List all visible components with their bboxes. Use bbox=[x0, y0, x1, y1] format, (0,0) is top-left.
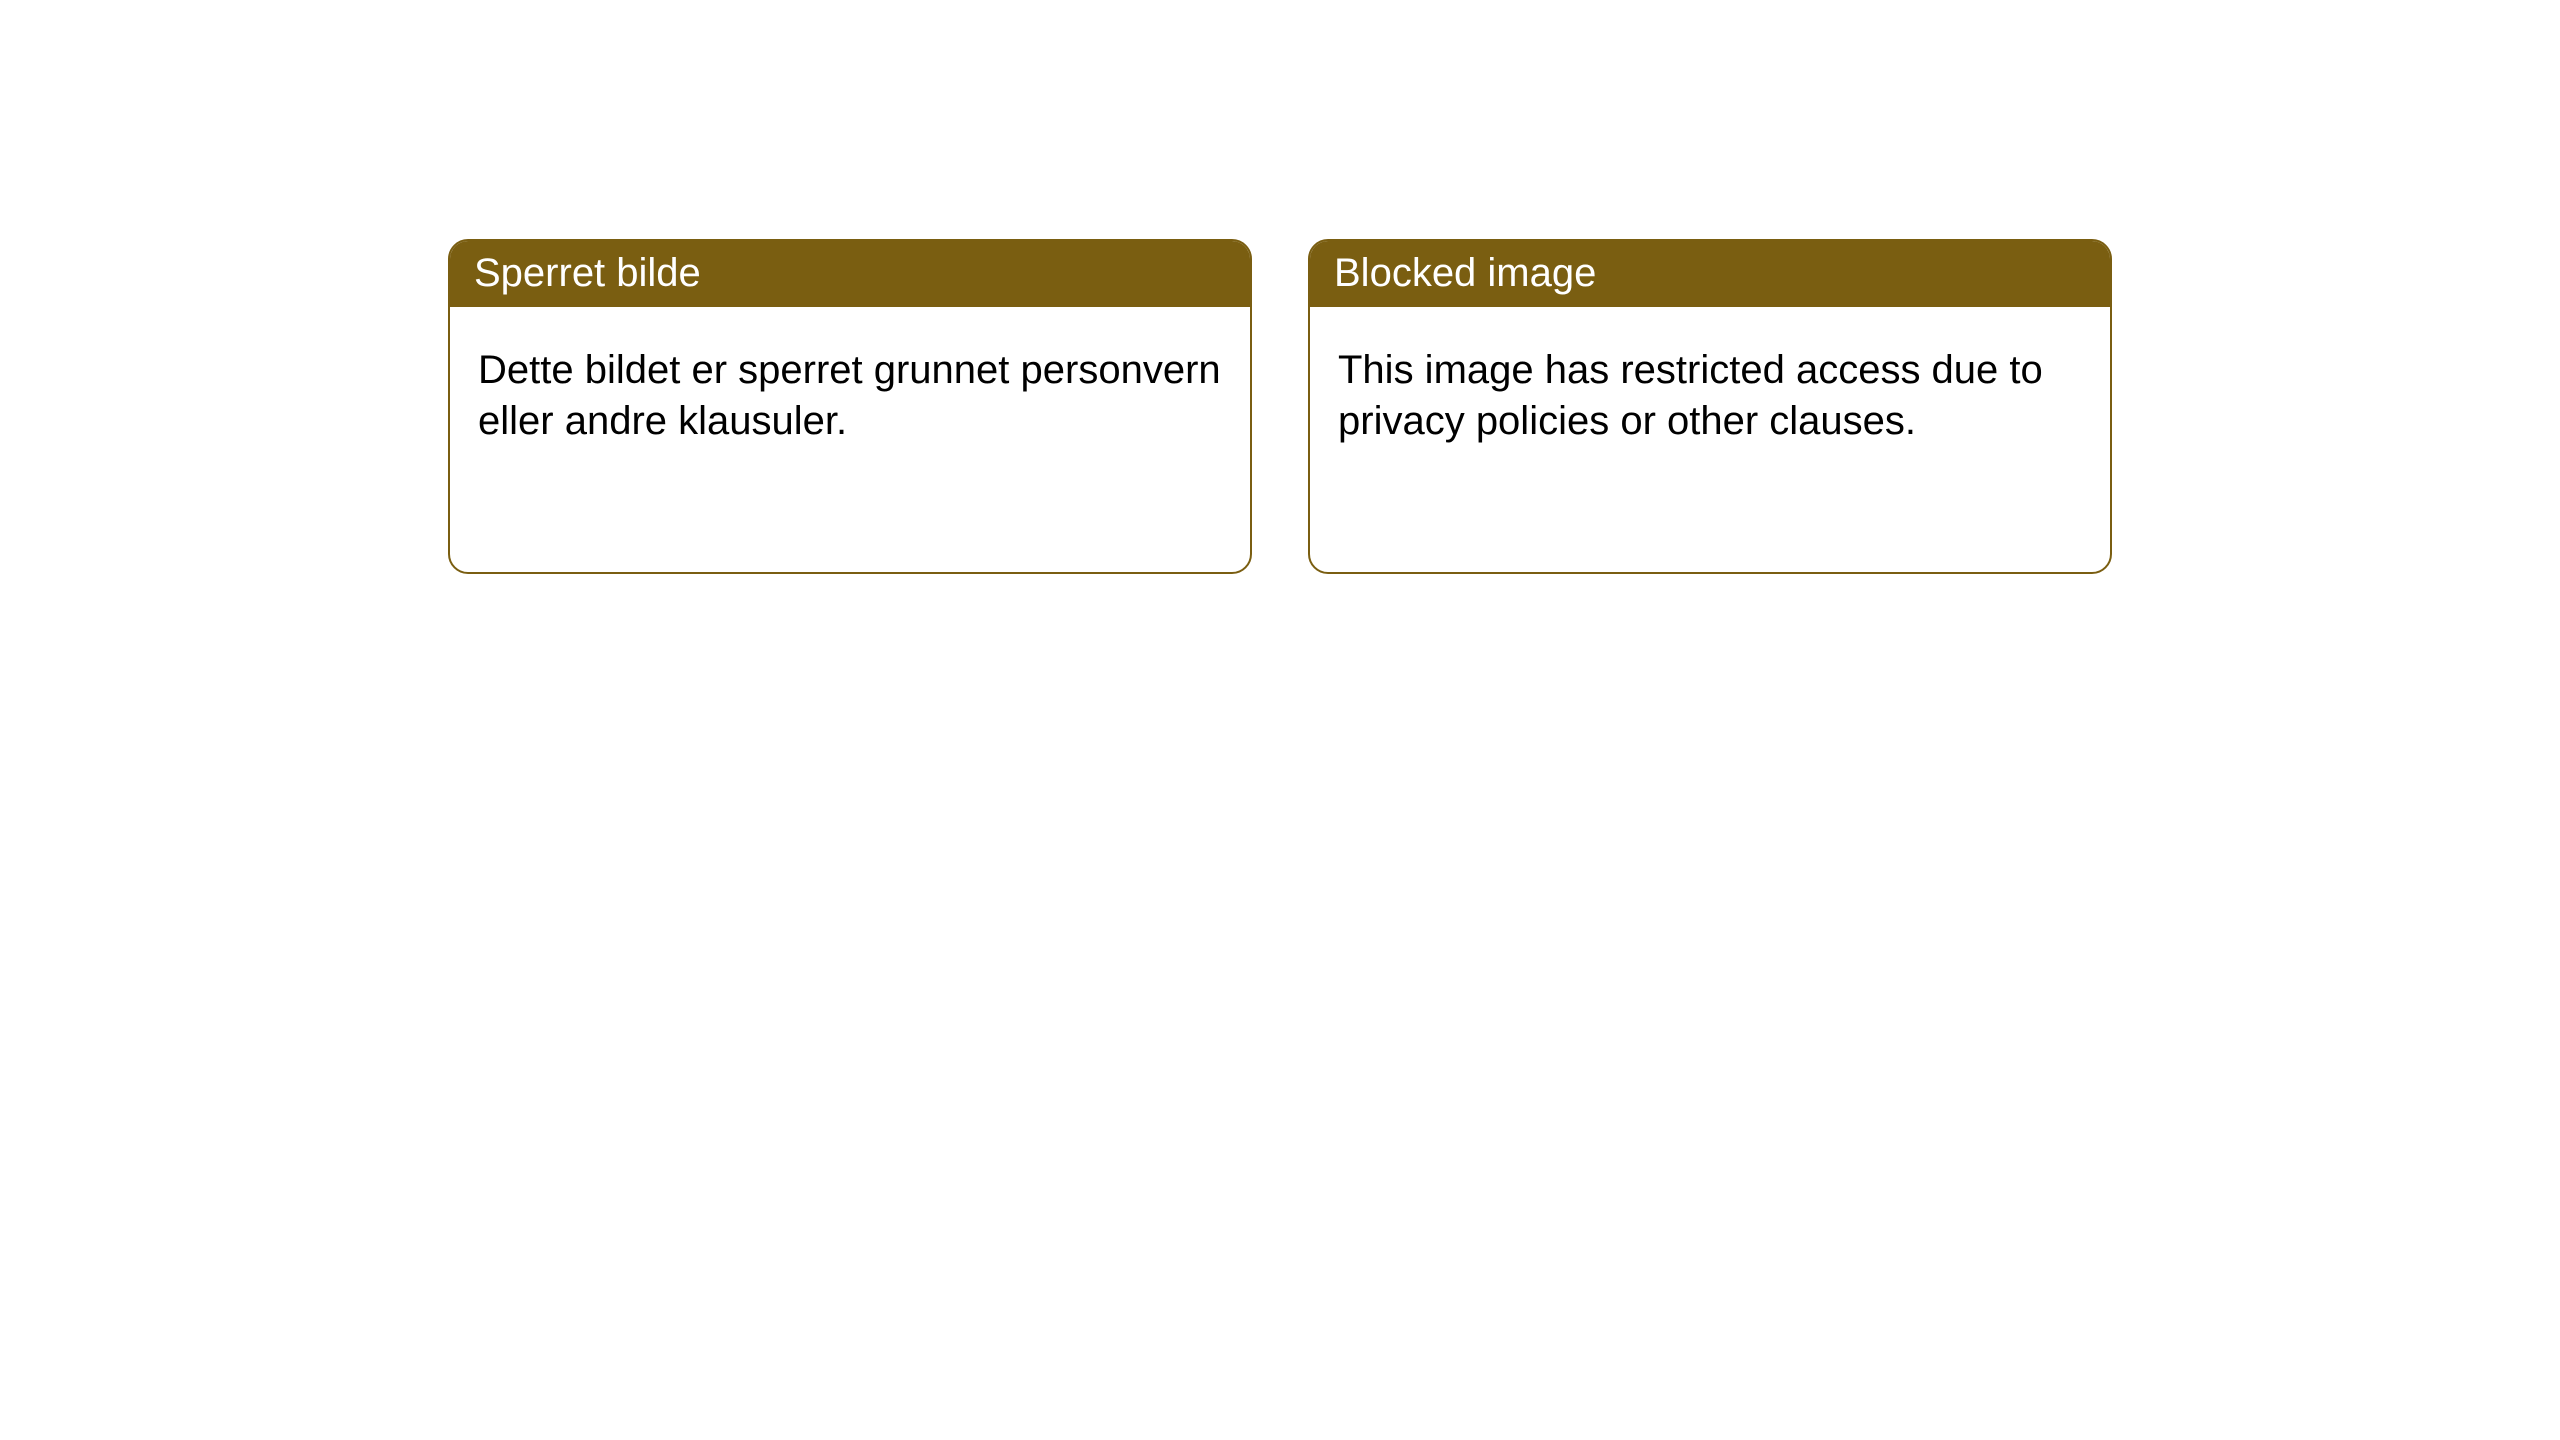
notice-body-english: This image has restricted access due to … bbox=[1310, 307, 2110, 475]
notice-card-norwegian: Sperret bilde Dette bildet er sperret gr… bbox=[448, 239, 1252, 574]
notice-header-norwegian: Sperret bilde bbox=[450, 241, 1250, 307]
notice-body-norwegian: Dette bildet er sperret grunnet personve… bbox=[450, 307, 1250, 475]
notice-header-english: Blocked image bbox=[1310, 241, 2110, 307]
notice-card-english: Blocked image This image has restricted … bbox=[1308, 239, 2112, 574]
notice-container: Sperret bilde Dette bildet er sperret gr… bbox=[0, 0, 2560, 574]
